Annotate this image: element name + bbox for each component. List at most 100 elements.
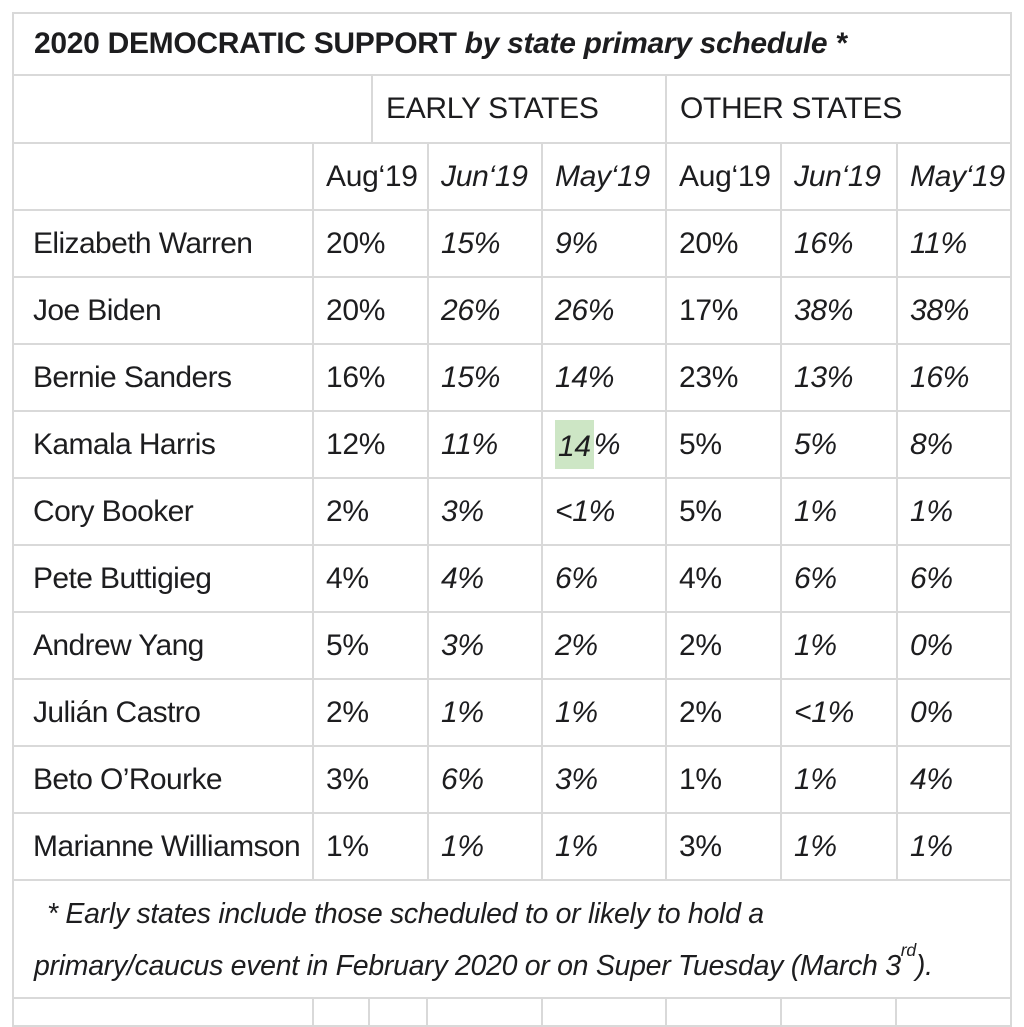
partial-row-cell bbox=[543, 999, 665, 1025]
value-cell: 1% bbox=[314, 814, 427, 879]
value-cell: 5% bbox=[667, 479, 780, 544]
value-cell: 6% bbox=[429, 747, 541, 812]
value-cell: 1% bbox=[543, 680, 665, 745]
spacer-cell bbox=[14, 76, 371, 142]
footnote-line1: * Early states include those scheduled t… bbox=[47, 898, 764, 930]
value-cell: 15% bbox=[429, 345, 541, 410]
value-cell: 3% bbox=[429, 479, 541, 544]
value-cell: 1% bbox=[543, 814, 665, 879]
candidate-name: Cory Booker bbox=[14, 479, 312, 544]
value-cell: 16% bbox=[782, 211, 896, 276]
partial-row-cell bbox=[314, 999, 368, 1025]
value-cell: 11% bbox=[898, 211, 1010, 276]
candidate-name: Elizabeth Warren bbox=[14, 211, 312, 276]
table-row: Beto O’Rourke 3% 6% 3% 1% 1% 4% bbox=[14, 747, 1010, 812]
table-row: Andrew Yang 5% 3% 2% 2% 1% 0% bbox=[14, 613, 1010, 678]
table-row: Elizabeth Warren 20% 15% 9% 20% 16% 11% bbox=[14, 211, 1010, 276]
title-subtitle: by state primary schedule * bbox=[464, 27, 847, 60]
value-cell: 16% bbox=[314, 345, 427, 410]
partial-row-cell bbox=[667, 999, 780, 1025]
column-header: Aug‘19 bbox=[667, 144, 780, 209]
value-cell: 2% bbox=[314, 680, 427, 745]
value-cell: 13% bbox=[782, 345, 896, 410]
value-cell: 16% bbox=[898, 345, 1010, 410]
value-cell: 1% bbox=[782, 747, 896, 812]
column-header: Jun‘19 bbox=[429, 144, 541, 209]
value-cell: 4% bbox=[429, 546, 541, 611]
column-header: May‘19 bbox=[543, 144, 665, 209]
value-cell: 6% bbox=[898, 546, 1010, 611]
value-cell: 2% bbox=[314, 479, 427, 544]
candidate-name: Marianne Williamson bbox=[14, 814, 312, 879]
value-cell: 1% bbox=[782, 814, 896, 879]
spacer-cell bbox=[14, 144, 312, 209]
value-cell: 2% bbox=[667, 680, 780, 745]
footnote-row: * Early states include those scheduled t… bbox=[14, 881, 1010, 997]
column-header: Aug‘19 bbox=[314, 144, 427, 209]
value-cell: <1% bbox=[782, 680, 896, 745]
value-cell: 2% bbox=[667, 613, 780, 678]
candidate-name: Joe Biden bbox=[14, 278, 312, 343]
candidate-name: Bernie Sanders bbox=[14, 345, 312, 410]
title-main: 2020 DEMOCRATIC SUPPORT bbox=[34, 27, 457, 60]
footnote-line2: primary/caucus event in February 2020 or… bbox=[34, 939, 933, 982]
value-cell: 2% bbox=[543, 613, 665, 678]
value-cell: 20% bbox=[667, 211, 780, 276]
table-row: Marianne Williamson 1% 1% 1% 3% 1% 1% bbox=[14, 814, 1010, 879]
value-cell: 1% bbox=[898, 479, 1010, 544]
value-cell: 1% bbox=[429, 814, 541, 879]
table-row: Julián Castro 2% 1% 1% 2% <1% 0% bbox=[14, 680, 1010, 745]
next-table-partial-row bbox=[14, 999, 1010, 1025]
table-row: Pete Buttigieg 4% 4% 6% 4% 6% 6% bbox=[14, 546, 1010, 611]
value-cell: 14% bbox=[543, 412, 665, 477]
value-cell: 5% bbox=[782, 412, 896, 477]
partial-row-cell bbox=[428, 999, 541, 1025]
column-header: May‘19 bbox=[898, 144, 1010, 209]
column-header: Jun‘19 bbox=[782, 144, 896, 209]
value-cell: 1% bbox=[782, 613, 896, 678]
value-cell: 5% bbox=[667, 412, 780, 477]
value-cell: 8% bbox=[898, 412, 1010, 477]
value-cell: 26% bbox=[429, 278, 541, 343]
value-cell: 38% bbox=[898, 278, 1010, 343]
value-cell: 23% bbox=[667, 345, 780, 410]
value-cell: 4% bbox=[898, 747, 1010, 812]
value-cell: 20% bbox=[314, 278, 427, 343]
column-header-row: Aug‘19 Jun‘19 May‘19 Aug‘19 Jun‘19 May‘19 bbox=[14, 144, 1010, 209]
value-cell: 17% bbox=[667, 278, 780, 343]
table-title: 2020 DEMOCRATIC SUPPORT by state primary… bbox=[14, 14, 1010, 74]
group-header-row: EARLY STATES OTHER STATES bbox=[14, 76, 1010, 142]
support-table: 2020 DEMOCRATIC SUPPORT by state primary… bbox=[12, 12, 1012, 1027]
value-cell: 3% bbox=[543, 747, 665, 812]
value-cell: 9% bbox=[543, 211, 665, 276]
partial-row-cell bbox=[782, 999, 895, 1025]
value-cell: 6% bbox=[782, 546, 896, 611]
title-row: 2020 DEMOCRATIC SUPPORT by state primary… bbox=[14, 14, 1010, 74]
value-cell: 4% bbox=[314, 546, 427, 611]
partial-row-cell bbox=[14, 999, 312, 1025]
value-cell: 1% bbox=[782, 479, 896, 544]
footnote-superscript: rd bbox=[900, 939, 916, 960]
value-cell: 3% bbox=[667, 814, 780, 879]
value-cell: 11% bbox=[429, 412, 541, 477]
partial-row-cell bbox=[897, 999, 1010, 1025]
footnote: * Early states include those scheduled t… bbox=[14, 881, 1010, 997]
table-row: Joe Biden 20% 26% 26% 17% 38% 38% bbox=[14, 278, 1010, 343]
value-cell: 3% bbox=[429, 613, 541, 678]
value-cell: 1% bbox=[429, 680, 541, 745]
value-cell: 0% bbox=[898, 613, 1010, 678]
value-cell: 3% bbox=[314, 747, 427, 812]
table-row: Kamala Harris 12% 11% 14% 5% 5% 8% bbox=[14, 412, 1010, 477]
value-cell: 6% bbox=[543, 546, 665, 611]
candidate-name: Beto O’Rourke bbox=[14, 747, 312, 812]
candidate-name: Andrew Yang bbox=[14, 613, 312, 678]
candidate-name: Kamala Harris bbox=[14, 412, 312, 477]
value-cell: 0% bbox=[898, 680, 1010, 745]
value-cell: 1% bbox=[898, 814, 1010, 879]
value-cell: 26% bbox=[543, 278, 665, 343]
candidate-name: Pete Buttigieg bbox=[14, 546, 312, 611]
value-cell: 4% bbox=[667, 546, 780, 611]
value-cell: <1% bbox=[543, 479, 665, 544]
group-header-early-states: EARLY STATES bbox=[373, 76, 665, 142]
value-cell: 14% bbox=[543, 345, 665, 410]
